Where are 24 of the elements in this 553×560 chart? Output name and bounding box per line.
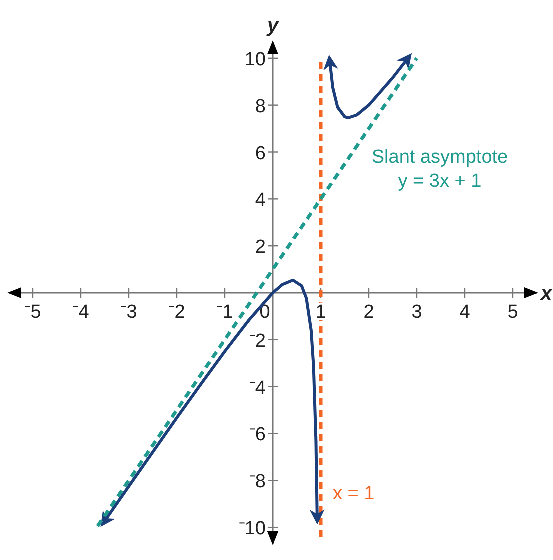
y-tick-label: ⁻10 bbox=[238, 518, 266, 540]
y-tick-label: ⁻2 bbox=[249, 330, 266, 352]
x-tick-label: ⁻2 bbox=[168, 302, 186, 323]
y-axis-title: y bbox=[266, 15, 280, 37]
x-tick-label: ⁻5 bbox=[24, 302, 42, 323]
y-tick-label: 8 bbox=[255, 96, 266, 118]
x-tick-label: 2 bbox=[364, 302, 374, 323]
y-tick-label: 6 bbox=[255, 143, 266, 164]
y-tick-label: 2 bbox=[255, 237, 266, 258]
x-tick-label: 4 bbox=[460, 302, 471, 323]
y-tick-label: ⁻4 bbox=[249, 378, 266, 399]
y-tick-label: ⁻6 bbox=[249, 424, 266, 446]
y-tick-label: ⁻8 bbox=[249, 472, 266, 493]
x-tick-label: ⁻3 bbox=[120, 302, 138, 323]
x-axis-title: x bbox=[540, 283, 553, 305]
x-tick-label: ⁻1 bbox=[216, 302, 234, 323]
ref-line-label: x = 1 bbox=[333, 483, 375, 504]
x-tick-label: 1 bbox=[316, 302, 326, 323]
annotation: Slant asymptote y = 3x + 1 bbox=[372, 147, 508, 192]
y-tick-label: 10 bbox=[244, 49, 266, 70]
x-tick-label: 3 bbox=[412, 302, 422, 323]
x-tick-label: ⁻4 bbox=[72, 302, 90, 323]
y-tick-label: 4 bbox=[255, 190, 266, 212]
x-tick-label: 5 bbox=[508, 302, 518, 323]
